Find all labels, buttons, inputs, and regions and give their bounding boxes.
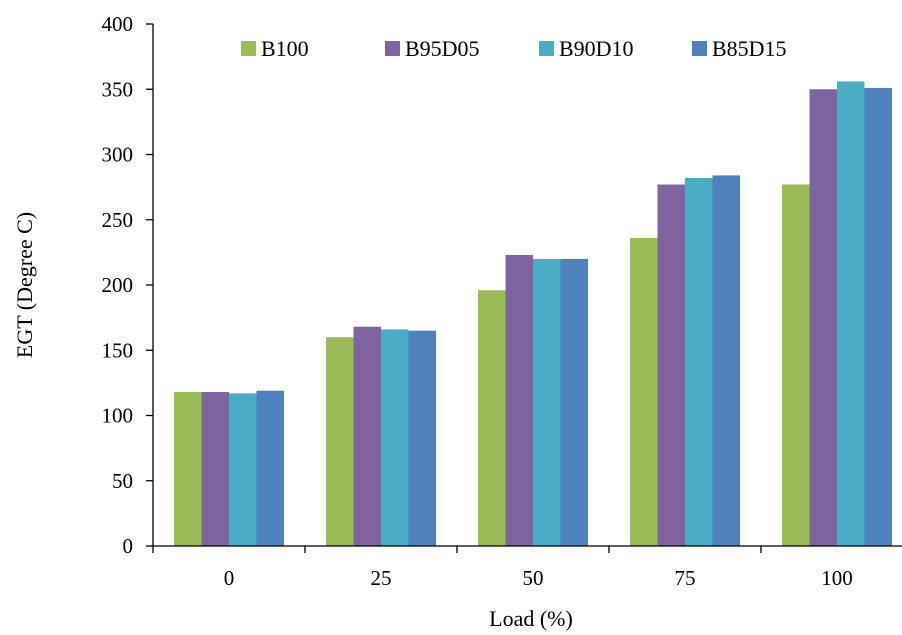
legend-label-b90d10: B90D10 [559, 36, 634, 61]
bar-b90d10-100 [837, 81, 865, 547]
bar-b100-75 [630, 238, 658, 546]
bar-b90d10-50 [533, 258, 561, 546]
legend-swatch-b100 [241, 41, 256, 56]
legend-swatch-b85d15 [692, 41, 707, 56]
y-tick-label: 50 [112, 469, 133, 493]
y-tick-label: 0 [123, 534, 134, 558]
bar-b85d15-50 [560, 258, 588, 546]
bar-b90d10-75 [685, 177, 713, 547]
y-tick-label: 300 [102, 143, 134, 167]
bar-b85d15-75 [712, 175, 740, 546]
bar-b95d05-25 [353, 326, 381, 546]
y-tick-label: 100 [102, 404, 134, 428]
x-tick-label: 100 [821, 566, 853, 590]
bar-b85d15-100 [864, 87, 892, 546]
legend: B100 B95D05 B90D10 B85D15 [241, 36, 787, 61]
y-tick-label: 150 [102, 338, 134, 362]
bars-layer [174, 81, 892, 547]
y-ticks: 0 50 100 150 200 250 300 350 400 [102, 12, 153, 558]
bar-b85d15-0 [256, 390, 284, 546]
x-axis-title: Load (%) [489, 606, 573, 631]
x-tick-label: 50 [523, 566, 544, 590]
bar-b100-100 [782, 184, 810, 546]
y-tick-label: 200 [102, 273, 134, 297]
x-tick-label: 75 [675, 566, 696, 590]
bar-b95d05-50 [505, 254, 533, 547]
bar-b95d05-75 [657, 184, 685, 546]
y-axis-title: EGT (Degree C) [12, 212, 37, 358]
x-tick-label: 0 [224, 566, 235, 590]
legend-swatch-b90d10 [539, 41, 554, 56]
legend-label-b95d05: B95D05 [405, 36, 480, 61]
bar-b90d10-25 [381, 329, 409, 546]
bar-b90d10-0 [229, 393, 257, 546]
legend-swatch-b95d05 [385, 41, 400, 56]
bar-b100-0 [174, 392, 202, 546]
bar-b85d15-25 [408, 330, 436, 546]
x-tick-label: 25 [371, 566, 392, 590]
y-tick-label: 400 [102, 12, 134, 36]
legend-label-b85d15: B85D15 [712, 36, 787, 61]
bar-b95d05-100 [809, 89, 837, 546]
y-tick-label: 250 [102, 208, 134, 232]
y-tick-label: 350 [102, 77, 134, 101]
legend-label-b100: B100 [261, 36, 309, 61]
bar-b100-25 [326, 337, 354, 546]
bar-b95d05-0 [201, 392, 229, 546]
bar-b100-50 [478, 290, 506, 546]
x-ticks: 0 25 50 75 100 [152, 546, 853, 590]
